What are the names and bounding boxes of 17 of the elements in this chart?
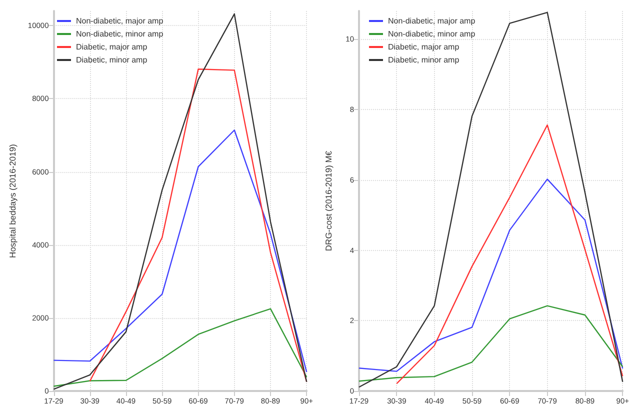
legend-label: Diabetic, minor amp [388,56,460,64]
legend-label: Non-diabetic, minor amp [388,30,476,38]
line-series [396,124,624,384]
legend-label: Non-diabetic, major amp [76,16,164,26]
line-series [53,130,308,373]
legend-label: Diabetic, major amp [76,42,148,52]
legend-label: Non-diabetic, minor amp [76,30,164,38]
legend-label: Non-diabetic, major amp [388,16,476,26]
line-series [358,305,624,382]
y-axis-title: DRG-cost (2016-2019) M€ [324,150,334,252]
line-series [358,178,624,372]
line-series [89,68,308,382]
line-series [53,308,308,387]
line-series [358,12,624,388]
legend-label: Diabetic, major amp [388,42,460,52]
y-axis-title: Hospital beddays (2016-2019) [8,144,18,258]
legend-label: Diabetic, minor amp [76,56,148,64]
